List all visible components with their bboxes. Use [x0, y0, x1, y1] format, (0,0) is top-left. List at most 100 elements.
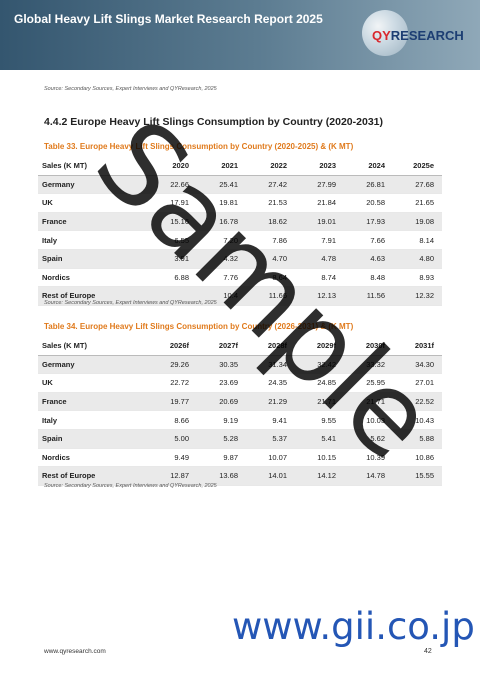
- table-row: Rest of Europe 12.87 13.68 14.01 14.12 14.78 1…: [38, 466, 442, 486]
- value-cell: 32.42: [295, 355, 344, 375]
- report-title: Global Heavy Lift Slings Market Research…: [14, 12, 323, 26]
- table-row: Italy 8.66 9.19 9.41 9.55 10.03 10.43: [38, 410, 442, 430]
- table-row: UK 17.91 19.81 21.53 21.84 20.58 21.65: [38, 193, 442, 213]
- table34-caption: Table 34. Europe Heavy Lift Slings Consu…: [44, 322, 354, 331]
- value-cell: 27.68: [393, 175, 442, 195]
- value-cell: 21.65: [393, 193, 442, 213]
- value-cell: 12.32: [393, 286, 442, 306]
- header-year-cell: 2029f: [295, 337, 344, 356]
- value-cell: 18.62: [246, 212, 295, 232]
- value-cell: 29.26: [148, 355, 197, 375]
- value-cell: 4.80: [393, 249, 442, 269]
- header-year-cell: 2024: [344, 157, 393, 176]
- value-cell: 23.69: [197, 373, 246, 393]
- value-cell: 7.20: [197, 230, 246, 250]
- value-cell: 20.58: [344, 193, 393, 213]
- value-cell: 5.37: [246, 429, 295, 449]
- country-cell: Nordics: [38, 448, 148, 468]
- value-cell: 6.88: [148, 268, 197, 288]
- country-cell: France: [38, 392, 148, 412]
- value-cell: 30.35: [197, 355, 246, 375]
- table33: Sales (K MT) 2020 2021 2022 2023 2024 2025e Ger…: [38, 157, 442, 306]
- value-cell: 9.19: [197, 410, 246, 430]
- value-cell: 8.64: [246, 268, 295, 288]
- value-cell: 4.32: [197, 249, 246, 269]
- value-cell: 10.4: [197, 286, 246, 306]
- value-cell: 33.32: [344, 355, 393, 375]
- value-cell: 7.66: [344, 230, 393, 250]
- table-row: Nordics 9.49 9.87 10.07 10.15 10.39 10.86: [38, 448, 442, 468]
- value-cell: 19.77: [148, 392, 197, 412]
- value-cell: 21.71: [295, 392, 344, 412]
- table-row: Germany 22.66 25.41 27.42 27.99 26.81 27.68: [38, 175, 442, 195]
- page-number: 42: [424, 648, 432, 655]
- table-row: France 19.77 20.69 21.29 21.71 21.71 22.52: [38, 392, 442, 412]
- value-cell: 24.85: [295, 373, 344, 393]
- value-cell: 12.87: [148, 466, 197, 486]
- country-cell: Germany: [38, 355, 148, 375]
- country-cell: UK: [38, 373, 148, 393]
- value-cell: 22.72: [148, 373, 197, 393]
- value-cell: 10.39: [344, 448, 393, 468]
- header-year-cell: 2021: [197, 157, 246, 176]
- value-cell: [148, 286, 197, 306]
- value-cell: 10.15: [295, 448, 344, 468]
- value-cell: 8.74: [295, 268, 344, 288]
- table-row: UK 22.72 23.69 24.35 24.85 25.95 27.01: [38, 373, 442, 393]
- logo-qy-text: QY: [372, 28, 391, 43]
- value-cell: 10.43: [393, 410, 442, 430]
- table33-source-note: Source: Secondary Sources, Expert Interv…: [44, 300, 217, 306]
- value-cell: 4.70: [246, 249, 295, 269]
- value-cell: 22.66: [148, 175, 197, 195]
- header-year-cell: 2026f: [148, 337, 197, 356]
- gii-url[interactable]: www.gii.co.jp: [232, 605, 475, 648]
- country-cell: Italy: [38, 410, 148, 430]
- value-cell: 5.62: [344, 429, 393, 449]
- header-year-cell: 2027f: [197, 337, 246, 356]
- header-label-cell: Sales (K MT): [38, 157, 148, 176]
- value-cell: 21.53: [246, 193, 295, 213]
- value-cell: 14.78: [344, 466, 393, 486]
- value-cell: 5.41: [295, 429, 344, 449]
- value-cell: 12.13: [295, 286, 344, 306]
- value-cell: 27.01: [393, 373, 442, 393]
- header-year-cell: 2023: [295, 157, 344, 176]
- value-cell: 21.71: [344, 392, 393, 412]
- value-cell: 22.52: [393, 392, 442, 412]
- header-year-cell: 2022: [246, 157, 295, 176]
- value-cell: 20.69: [197, 392, 246, 412]
- country-cell: Rest of Europe: [38, 466, 148, 486]
- table-row: France 15.16 16.78 18.62 19.01 17.93 19.08: [38, 212, 442, 232]
- qyresearch-logo: QYRESEARCH: [372, 28, 464, 43]
- value-cell: 14.01: [246, 466, 295, 486]
- table-row: Spain 5.00 5.28 5.37 5.41 5.62 5.88: [38, 429, 442, 449]
- header-year-cell: 2031f: [393, 337, 442, 356]
- country-cell: Spain: [38, 429, 148, 449]
- value-cell: 34.30: [393, 355, 442, 375]
- value-cell: 3.91: [148, 249, 197, 269]
- value-cell: 25.95: [344, 373, 393, 393]
- table-row: Spain 3.91 4.32 4.70 4.78 4.63 4.80: [38, 249, 442, 269]
- footer-url[interactable]: www.qyresearch.com: [44, 648, 106, 655]
- table-header-row: Sales (K MT) 2026f 2027f 2028f 2029f 2030f 203…: [38, 337, 442, 356]
- table-row: Nordics 6.88 7.76 8.64 8.74 8.48 8.93: [38, 268, 442, 288]
- value-cell: 9.49: [148, 448, 197, 468]
- value-cell: 25.41: [197, 175, 246, 195]
- value-cell: 21.29: [246, 392, 295, 412]
- value-cell: 21.84: [295, 193, 344, 213]
- value-cell: 5.28: [197, 429, 246, 449]
- value-cell: 5.88: [393, 429, 442, 449]
- value-cell: 16.78: [197, 212, 246, 232]
- value-cell: 19.01: [295, 212, 344, 232]
- value-cell: 4.78: [295, 249, 344, 269]
- table-row: Italy 6.55 7.20 7.86 7.91 7.66 8.14: [38, 230, 442, 250]
- value-cell: 15.55: [393, 466, 442, 486]
- value-cell: 24.35: [246, 373, 295, 393]
- value-cell: 14.12: [295, 466, 344, 486]
- value-cell: 5.00: [148, 429, 197, 449]
- value-cell: 9.55: [295, 410, 344, 430]
- value-cell: 31.34: [246, 355, 295, 375]
- value-cell: 6.55: [148, 230, 197, 250]
- table-header-row: Sales (K MT) 2020 2021 2022 2023 2024 2025e: [38, 157, 442, 176]
- table33-caption: Table 33. Europe Heavy Lift Slings Consu…: [44, 142, 354, 151]
